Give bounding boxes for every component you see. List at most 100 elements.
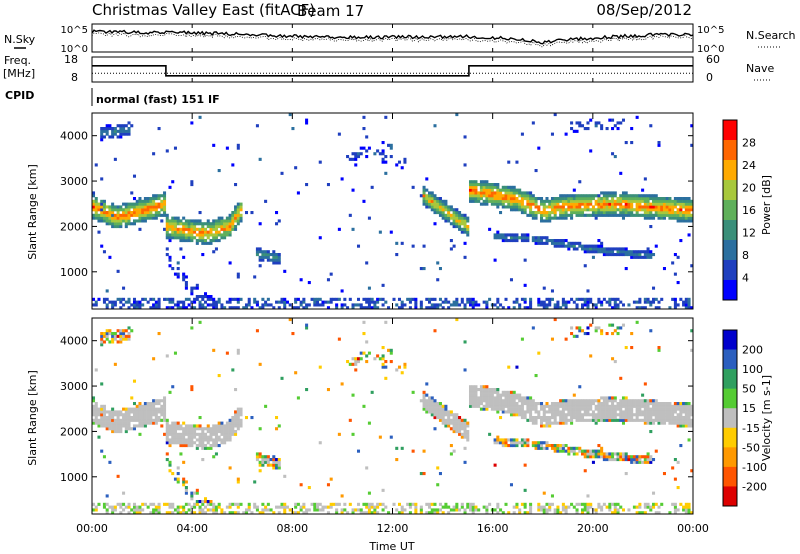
velocity-cell	[529, 404, 533, 408]
power-cell	[329, 272, 333, 276]
power-cell	[422, 197, 426, 201]
power-cell	[190, 183, 194, 187]
velocity-cell	[425, 410, 429, 414]
velocity-cell	[122, 334, 126, 338]
velocity-cell	[100, 404, 104, 408]
velocity-cell	[184, 486, 188, 490]
velocity-cell	[690, 410, 694, 414]
power-cell	[589, 202, 593, 206]
power-cell	[294, 166, 298, 170]
power-cell	[92, 191, 96, 195]
power-cell	[236, 146, 240, 150]
velocity-cell	[542, 410, 546, 414]
power-cell	[116, 135, 120, 139]
power-cell	[635, 300, 639, 304]
power-cell	[490, 188, 494, 192]
velocity-cell	[428, 511, 432, 515]
velocity-cell	[542, 491, 546, 495]
velocity-cell	[400, 508, 404, 512]
power-cell	[630, 127, 634, 131]
power-cell	[616, 297, 620, 301]
velocity-cell	[518, 410, 522, 414]
power-cell	[113, 132, 117, 136]
power-cell	[428, 197, 432, 201]
velocity-cell	[165, 427, 169, 431]
velocity-cell	[654, 511, 658, 515]
power-cell	[660, 297, 664, 301]
power-cell	[611, 191, 615, 195]
power-cell	[649, 208, 653, 212]
power-cell	[572, 197, 576, 201]
velocity-cell	[176, 427, 180, 431]
velocity-cell	[621, 508, 625, 512]
power-cell	[376, 300, 380, 304]
velocity-cell	[130, 407, 134, 411]
velocity-cell	[141, 418, 145, 422]
velocity-cell	[122, 508, 126, 512]
power-cell	[173, 236, 177, 240]
velocity-cell	[351, 357, 355, 361]
velocity-cell	[477, 404, 481, 408]
power-cell	[460, 230, 464, 234]
power-cell	[228, 216, 232, 220]
power-cell	[275, 222, 279, 226]
power-cell	[220, 227, 224, 231]
velocity-cell	[507, 390, 511, 394]
power-cell	[458, 222, 462, 226]
velocity-cell	[225, 438, 229, 442]
power-cell	[220, 306, 224, 310]
velocity-cell	[348, 502, 352, 506]
velocity-cell	[187, 508, 191, 512]
power-cell	[496, 194, 500, 198]
power-cell	[684, 211, 688, 215]
velocity-cell	[362, 511, 366, 515]
power-cell	[231, 219, 235, 223]
power-cell	[652, 202, 656, 206]
power-cell	[638, 194, 642, 198]
velocity-cell	[662, 410, 666, 414]
velocity-cell	[591, 460, 595, 464]
velocity-cell	[138, 432, 142, 436]
power-cell	[176, 227, 180, 231]
velocity-cell	[193, 432, 197, 436]
power-cell	[589, 208, 593, 212]
velocity-cell	[529, 416, 533, 420]
power-cell	[619, 250, 623, 254]
power-cell	[468, 194, 473, 198]
power-cell	[638, 208, 642, 212]
power-cell	[376, 306, 380, 310]
velocity-cell	[428, 410, 432, 414]
power-cell	[436, 278, 440, 282]
velocity-cell	[381, 488, 385, 492]
power-cell	[687, 233, 691, 237]
power-cell	[493, 303, 497, 307]
velocity-cell	[384, 376, 388, 380]
velocity-cell	[299, 508, 303, 512]
power-cell	[611, 247, 615, 251]
power-cell	[381, 149, 385, 153]
velocity-cell	[477, 388, 481, 392]
power-cell	[564, 202, 568, 206]
power-cell	[559, 241, 563, 245]
power-cell	[184, 281, 188, 285]
velocity-cell	[179, 452, 183, 456]
power-cell	[627, 303, 631, 307]
velocity-cell	[624, 458, 628, 462]
power-cell	[583, 208, 587, 212]
velocity-cell	[638, 413, 642, 417]
power-cell	[665, 208, 669, 212]
velocity-cell	[108, 418, 112, 422]
power-cell	[509, 202, 513, 206]
power-cell	[165, 222, 169, 226]
velocity-cell	[649, 421, 653, 425]
velocity-cell	[124, 421, 128, 425]
power-cell	[515, 236, 519, 240]
velocity-cell	[526, 404, 530, 408]
power-cell	[613, 155, 617, 159]
power-cell	[591, 244, 595, 248]
power-cell	[264, 250, 268, 254]
velocity-cell	[269, 463, 273, 467]
velocity-cell	[214, 438, 218, 442]
power-cell	[105, 222, 109, 226]
